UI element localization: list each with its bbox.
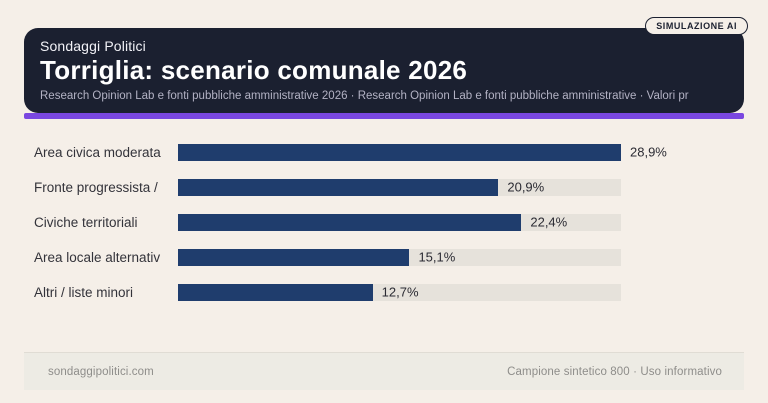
bar: [178, 178, 499, 196]
value-label: 20,9%: [507, 179, 545, 195]
chart-row: Altri / liste minori 12,7%: [24, 283, 744, 301]
simulation-ai-badge: SIMULAZIONE AI: [645, 17, 748, 35]
bar-track: 15,1%: [178, 248, 621, 266]
bar-track: 22,4%: [178, 213, 621, 231]
chart-row: Area locale alternativ 15,1%: [24, 248, 744, 266]
bar-track: 28,9%: [178, 143, 667, 161]
source-subtitle: Research Opinion Lab e fonti pubbliche a…: [40, 89, 689, 102]
content-area: Sondaggi Politici Torriglia: scenario co…: [24, 28, 744, 301]
footer-note: Campione sintetico 800 · Uso informativo: [507, 365, 722, 378]
chart-row: Area civica moderata 28,9%: [24, 143, 744, 161]
footer-site: sondaggipolitici.com: [48, 365, 154, 378]
bar-track: 12,7%: [178, 283, 621, 301]
category-label: Altri / liste minori: [34, 284, 134, 300]
bar-track: 20,9%: [178, 178, 621, 196]
chart-row: Civiche territoriali 22,4%: [24, 213, 744, 231]
header: Sondaggi Politici Torriglia: scenario co…: [24, 28, 744, 113]
accent-divider: [24, 112, 744, 119]
brand-kicker: Sondaggi Politici: [40, 38, 146, 54]
footer: sondaggipolitici.com Campione sintetico …: [24, 352, 744, 390]
bar-chart: Area civica moderata 28,9% Fronte progress…: [24, 143, 744, 301]
bar: [178, 213, 522, 231]
value-label: 22,4%: [530, 214, 568, 230]
category-label: Fronte progressista /: [34, 179, 158, 195]
category-label: Civiche territoriali: [34, 214, 138, 230]
page-title: Torriglia: scenario comunale 2026: [40, 55, 468, 85]
bar: [178, 143, 621, 161]
chart-row: Fronte progressista / 20,9%: [24, 178, 744, 196]
value-label: 12,7%: [381, 284, 419, 300]
value-label: 15,1%: [418, 249, 456, 265]
category-label: Area locale alternativ: [34, 249, 161, 265]
bar: [178, 283, 373, 301]
bar: [178, 248, 410, 266]
category-label: Area civica moderata: [34, 144, 161, 160]
value-label: 28,9%: [630, 144, 667, 160]
